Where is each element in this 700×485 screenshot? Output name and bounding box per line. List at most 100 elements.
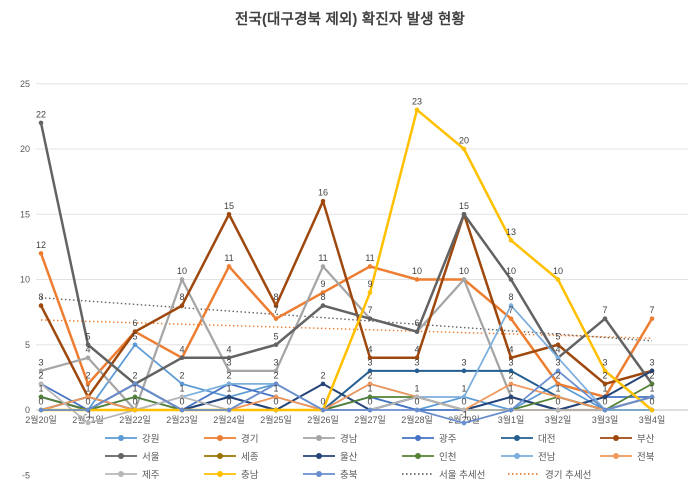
- data-label: 12: [36, 240, 46, 250]
- data-label: 2: [38, 370, 43, 380]
- data-point-제주: [555, 407, 561, 413]
- data-label: 10: [177, 266, 187, 276]
- data-point-울산: [320, 381, 326, 387]
- data-point-경남: [85, 355, 91, 361]
- y-tick-label: 25: [20, 79, 30, 89]
- data-point-전북: [85, 394, 91, 400]
- data-label: 3: [367, 357, 372, 367]
- data-label: 1: [414, 383, 419, 393]
- data-point-경남: [179, 277, 185, 282]
- series-line-충북: [41, 369, 653, 424]
- data-point-강원: [179, 381, 185, 387]
- legend-line-swatch: [105, 471, 137, 477]
- data-label: 1: [226, 383, 231, 393]
- data-label: 2: [367, 370, 372, 380]
- data-label: 4: [508, 344, 513, 354]
- data-label: 11: [224, 253, 233, 263]
- data-point-대전: [414, 368, 420, 374]
- data-label: 3: [273, 357, 278, 367]
- data-label: 0: [602, 397, 607, 407]
- data-point-대전: [461, 368, 467, 374]
- data-label: 1: [132, 383, 137, 393]
- data-point-서울: [414, 329, 420, 335]
- data-point-인천: [649, 381, 655, 387]
- x-tick-label: 2월23일: [166, 414, 198, 425]
- data-label: 10: [553, 266, 563, 276]
- data-label: 15: [224, 201, 234, 211]
- data-point-서울: [602, 316, 608, 321]
- trendline-경기 추세선: [40, 319, 653, 339]
- data-point-전북: [273, 394, 279, 400]
- data-point-충북: [461, 420, 467, 426]
- data-point-충북: [508, 407, 514, 413]
- data-label: 8: [320, 292, 325, 302]
- data-point-제주: [179, 394, 185, 400]
- data-label: 3: [38, 357, 43, 367]
- data-label: 1: [602, 383, 607, 393]
- data-label: 3: [602, 357, 607, 367]
- data-label: 20: [459, 136, 469, 146]
- legend-item-경남: 경남: [302, 431, 401, 445]
- data-label: 1: [555, 383, 560, 393]
- x-tick-label: 3월2일: [545, 414, 572, 425]
- legend-label: 부산: [637, 434, 655, 445]
- data-point-울산: [602, 394, 608, 400]
- legend-trendline-swatch: [508, 473, 540, 475]
- x-tick-label: 2월22일: [119, 414, 151, 425]
- data-point-경기: [508, 316, 514, 321]
- data-label: 8: [508, 292, 513, 302]
- legend-label: 서울: [142, 452, 160, 463]
- data-point-경기: [320, 290, 326, 295]
- data-point-경남: [226, 368, 232, 374]
- data-label: 2: [555, 370, 560, 380]
- data-label: 2: [132, 370, 137, 380]
- data-point-경기: [38, 251, 44, 256]
- data-point-서울: [38, 120, 44, 126]
- x-tick-label: 2월24일: [213, 414, 245, 425]
- series-line-인천: [40, 383, 653, 411]
- data-point-충북: [85, 407, 91, 413]
- data-point-대전: [367, 368, 373, 374]
- data-label: 0: [132, 397, 137, 407]
- data-point-충남: [367, 290, 373, 295]
- legend-label: 경기: [241, 434, 259, 445]
- data-label: 0: [85, 397, 90, 407]
- data-label: 2: [226, 370, 231, 380]
- data-label: 0: [414, 397, 419, 407]
- legend-line-swatch: [204, 471, 236, 477]
- data-label: 7: [508, 305, 513, 315]
- data-label: 9: [367, 279, 372, 289]
- x-tick-label: 3월3일: [592, 414, 619, 425]
- data-point-인천: [367, 394, 373, 400]
- data-label: 2: [85, 370, 90, 380]
- data-label: 4: [414, 344, 419, 354]
- data-label: 11: [365, 253, 374, 263]
- legend-label: 인천: [439, 452, 457, 463]
- data-point-경기: [649, 316, 655, 321]
- legend-line-swatch: [105, 435, 137, 441]
- data-point-부산: [602, 381, 608, 387]
- data-label: 9: [320, 279, 325, 289]
- data-label: 5: [132, 331, 137, 341]
- data-point-제주: [85, 420, 91, 426]
- data-point-제주: [461, 407, 467, 413]
- data-point-충북: [367, 407, 373, 413]
- data-point-부산: [367, 355, 373, 361]
- legend-item-부산: 부산: [599, 431, 698, 445]
- data-point-충북: [602, 407, 608, 413]
- data-label: 8: [179, 292, 184, 302]
- data-label: 10: [412, 266, 422, 276]
- data-point-충북: [555, 368, 561, 374]
- data-point-충북: [38, 407, 44, 413]
- data-label: 3: [226, 357, 231, 367]
- data-point-서울: [226, 355, 232, 361]
- data-point-울산: [508, 394, 514, 400]
- data-point-경기: [414, 277, 420, 282]
- legend-item-전북: 전북: [599, 449, 698, 463]
- legend-label: 광주: [439, 434, 457, 445]
- data-label: 1: [461, 383, 466, 393]
- data-point-경기: [85, 381, 91, 387]
- legend-item-충남: 충남: [203, 467, 302, 481]
- data-label: 7: [273, 305, 278, 315]
